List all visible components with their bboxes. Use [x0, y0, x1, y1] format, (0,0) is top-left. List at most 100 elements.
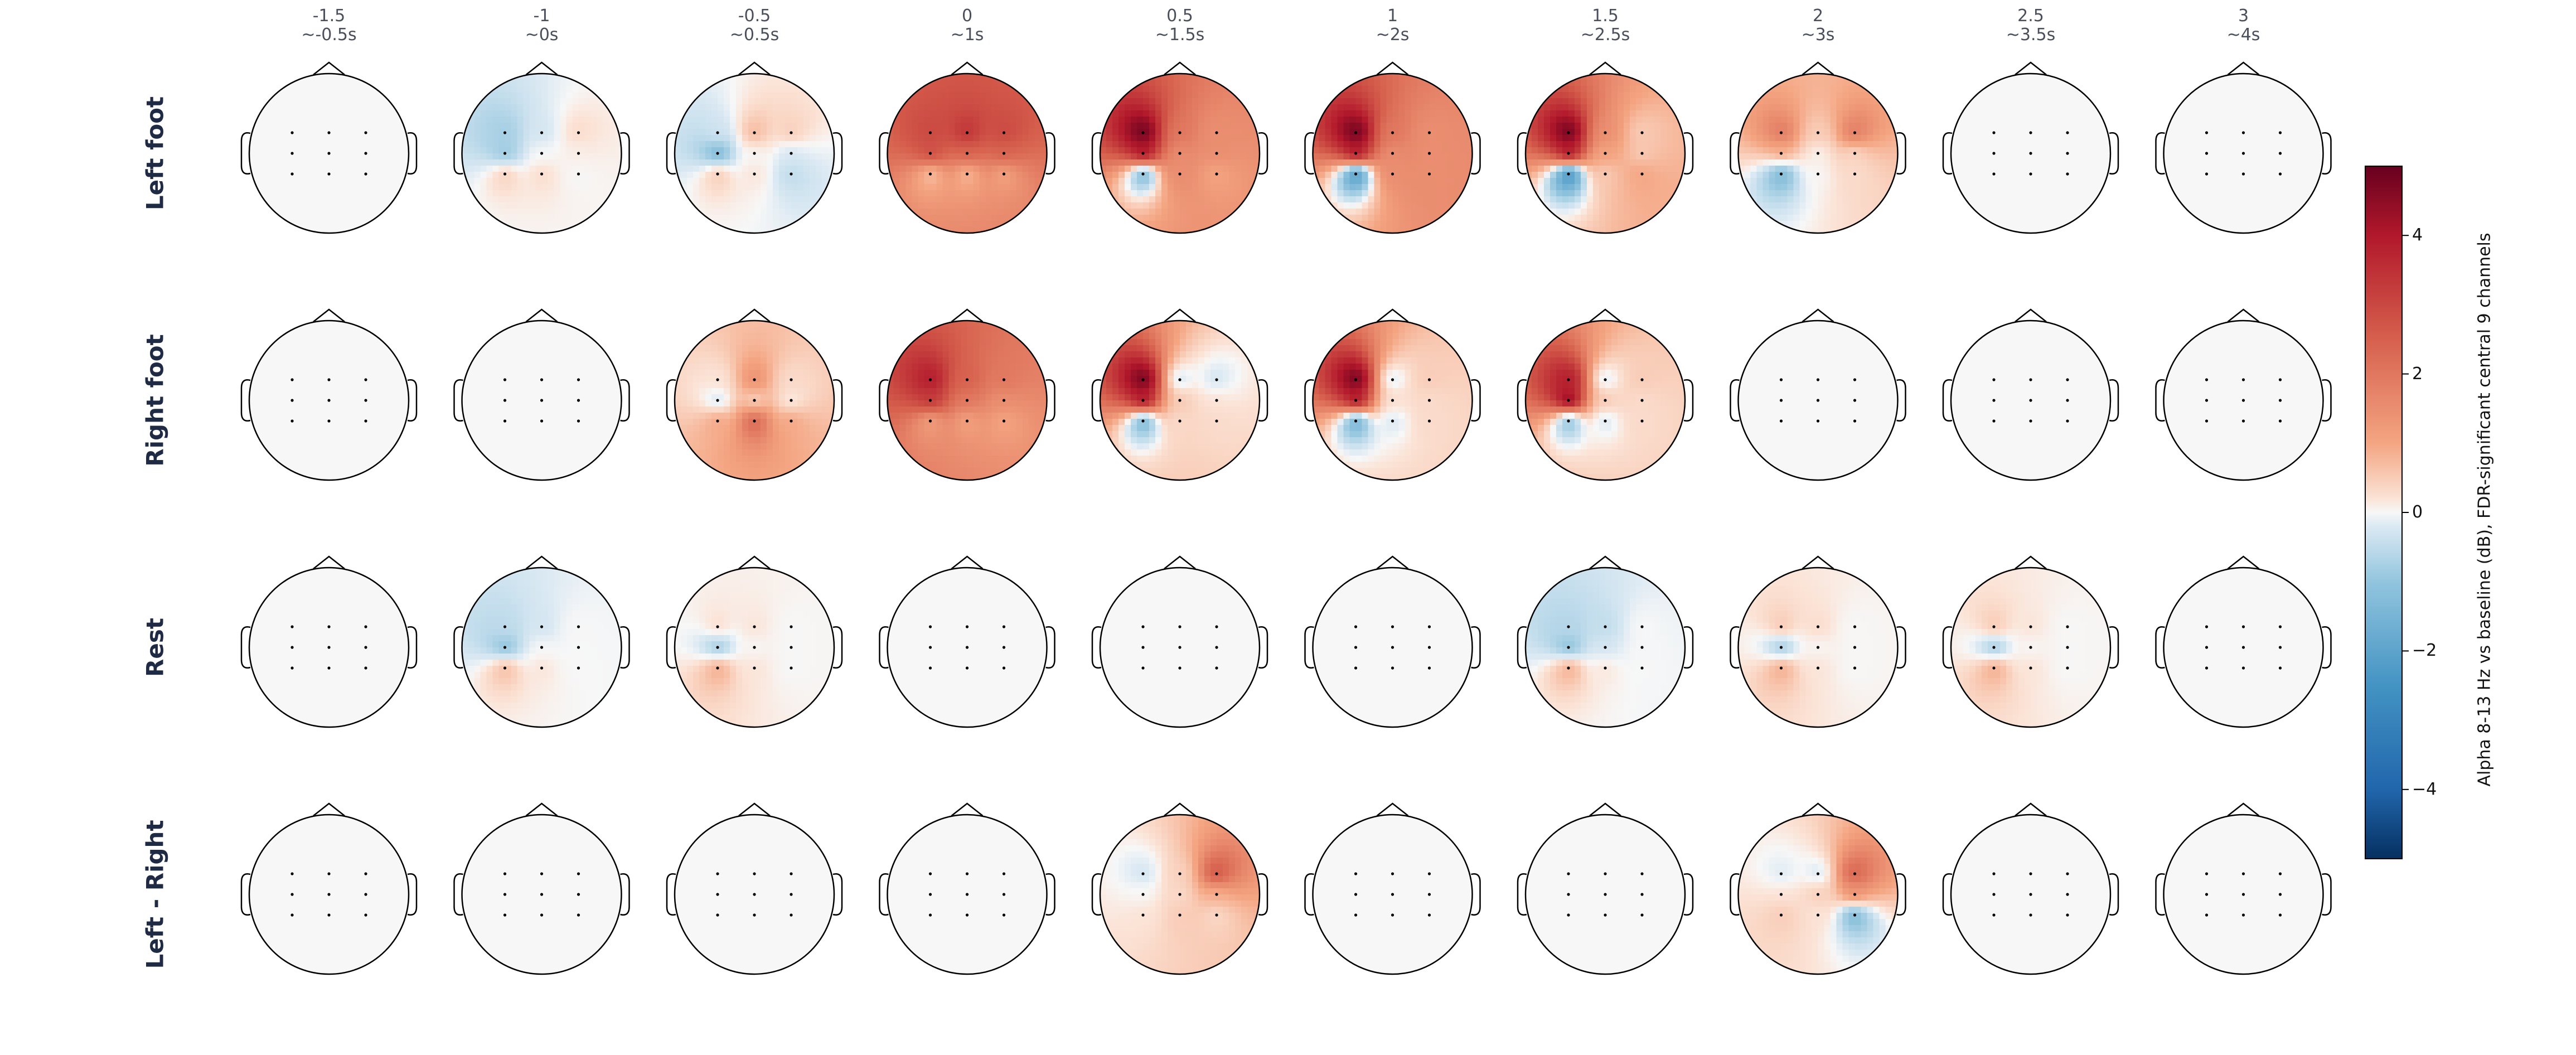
sensor-dot: [1567, 152, 1570, 155]
sensor-dot: [1391, 913, 1394, 917]
sensor-dot: [2241, 152, 2245, 155]
sensor-dot: [327, 666, 331, 670]
topomap: [879, 802, 1055, 975]
sensor-dot: [1178, 893, 1182, 896]
sensor-dot: [1141, 893, 1145, 896]
sensor-dot: [327, 419, 331, 423]
sensor-dot: [1427, 872, 1431, 875]
head-right-ear: [2109, 379, 2119, 422]
sensor-dot: [2205, 913, 2209, 917]
sensor-dot: [577, 378, 580, 381]
sensor-dot: [327, 646, 331, 649]
sensor-dot: [1354, 378, 1358, 381]
head-nose: [2227, 61, 2260, 75]
row-label: Right foot: [142, 334, 169, 466]
head-outline: [887, 567, 1048, 728]
sensor-dot: [928, 913, 932, 917]
sensor-dot: [1853, 913, 1857, 917]
sensor-dot: [753, 399, 756, 402]
head-outline: [1099, 814, 1261, 975]
sensor-dot: [928, 625, 932, 628]
column-time-label: 3: [2177, 7, 2311, 26]
sensor-dot: [716, 646, 719, 649]
sensor-dot: [1215, 172, 1218, 176]
head-nose: [2227, 802, 2260, 816]
head-outline: [1737, 567, 1899, 728]
sensor-dot: [790, 872, 793, 875]
sensor-dot: [2205, 646, 2209, 649]
sensor-dot: [2205, 625, 2209, 628]
sensor-dot: [1816, 172, 1820, 176]
column-header: 0.5 ~1.5s: [1113, 7, 1247, 45]
sensor-dot: [1141, 152, 1145, 155]
sensor-dot: [1141, 172, 1145, 176]
head-right-ear: [620, 873, 630, 916]
sensor-dot: [965, 646, 969, 649]
topomap: [2155, 308, 2332, 481]
sensor-dot: [1604, 378, 1607, 381]
sensor-dot: [2241, 666, 2245, 670]
sensor-dot: [503, 378, 507, 381]
topomap: [1304, 61, 1481, 234]
sensor-dot: [1992, 172, 1996, 176]
sensor-dot: [577, 913, 580, 917]
sensor-dot: [364, 419, 367, 423]
sensor-dot: [1354, 646, 1358, 649]
head-nose: [1164, 555, 1196, 569]
head-nose: [1802, 555, 1834, 569]
sensor-dot: [1567, 646, 1570, 649]
head-nose: [951, 308, 984, 322]
head-nose: [1376, 555, 1409, 569]
sensor-dot: [1391, 378, 1394, 381]
sensor-dot: [1567, 419, 1570, 423]
head-nose: [1376, 308, 1409, 322]
sensor-dot: [540, 666, 544, 670]
head-outline: [1312, 814, 1473, 975]
sensor-dot: [965, 172, 969, 176]
sensor-dot: [2278, 172, 2282, 176]
column-time-label: 1: [1326, 7, 1460, 26]
colorbar-tick-label: 2: [2412, 365, 2423, 383]
sensor-dot: [1141, 666, 1145, 670]
head-right-ear: [1896, 626, 1906, 669]
sensor-dot: [2278, 625, 2282, 628]
head-nose: [1589, 555, 1621, 569]
head-right-ear: [407, 379, 418, 422]
sensor-dot: [1141, 872, 1145, 875]
sensor-dot: [290, 646, 294, 649]
sensor-dot: [753, 893, 756, 896]
sensor-dot: [1002, 872, 1006, 875]
sensor-dot: [364, 152, 367, 155]
head-left-ear: [1304, 626, 1314, 669]
head-outline: [1950, 814, 2112, 975]
head-outline: [461, 72, 622, 234]
sensor-dot: [1141, 419, 1145, 423]
sensor-dot: [1391, 131, 1394, 134]
sensor-dot: [2278, 893, 2282, 896]
head-right-ear: [1045, 626, 1055, 669]
head-nose: [1589, 802, 1621, 816]
sensor-dot: [2278, 131, 2282, 134]
sensor-dot: [1178, 872, 1182, 875]
head-nose: [2015, 802, 2047, 816]
head-right-ear: [407, 626, 418, 669]
head-outline: [1099, 320, 1261, 481]
head-outline: [887, 814, 1048, 975]
sensor-dot: [1779, 399, 1783, 402]
head-nose: [2015, 308, 2047, 322]
topomap: [1942, 61, 2119, 234]
sensor-dot: [928, 378, 932, 381]
head-left-ear: [2155, 132, 2165, 175]
topomap: [453, 61, 630, 234]
row-label: Rest: [142, 618, 169, 677]
column-header: 1 ~2s: [1326, 7, 1460, 45]
head-right-ear: [1683, 626, 1694, 669]
sensor-dot: [1427, 131, 1431, 134]
head-outline: [248, 567, 410, 728]
sensor-dot: [364, 872, 367, 875]
sensor-dot: [1178, 152, 1182, 155]
head-right-ear: [1683, 379, 1694, 422]
sensor-dot: [1853, 893, 1857, 896]
head-outline: [674, 814, 835, 975]
head-left-ear: [879, 132, 889, 175]
